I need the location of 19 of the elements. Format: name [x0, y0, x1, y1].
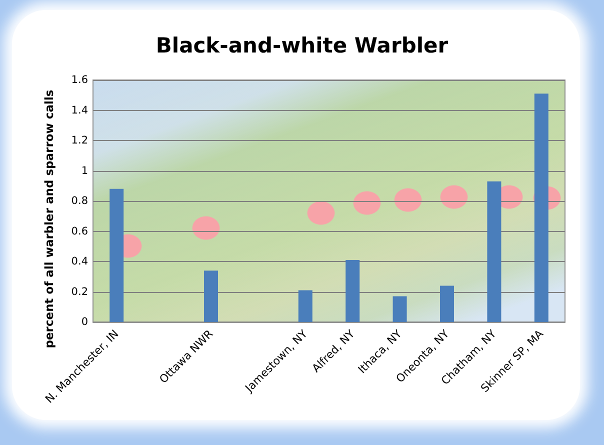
- bar: [346, 260, 360, 322]
- y-tick-label: 0.8: [71, 195, 88, 207]
- y-tick-label: 1.4: [71, 104, 88, 116]
- bar: [110, 188, 124, 322]
- y-tick-label: 0.4: [71, 256, 88, 268]
- y-tick-label: 1: [81, 164, 88, 177]
- bar: [487, 181, 502, 322]
- bar: [440, 286, 454, 322]
- bar: [534, 94, 548, 322]
- bar: [204, 270, 218, 322]
- chart-title: Black-and-white Warbler: [156, 34, 449, 58]
- y-tick-label: 0.6: [71, 225, 88, 238]
- y-tick-label: 1.6: [71, 74, 88, 86]
- y-tick-label: 0.2: [71, 286, 88, 298]
- bar: [298, 290, 312, 322]
- y-axis-title: percent of all warbler and sparrow calls: [42, 90, 56, 348]
- y-tick-label: 0: [81, 316, 88, 328]
- bar: [392, 296, 407, 322]
- y-tick-label: 1.2: [71, 134, 88, 146]
